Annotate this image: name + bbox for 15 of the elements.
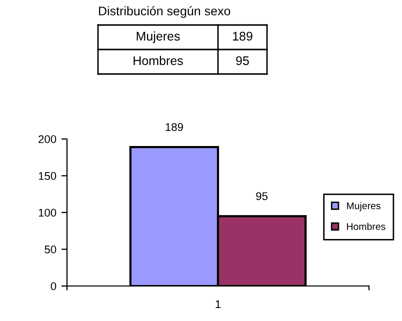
- y-tick-label: 200: [38, 135, 56, 144]
- data-label: 189: [166, 123, 183, 131]
- text: 189: [233, 32, 252, 41]
- y-tick-label: 150: [38, 172, 56, 180]
- y-tick-label: 0: [50, 282, 56, 290]
- text: 95: [236, 56, 249, 66]
- legend-label: Hombres: [347, 222, 386, 230]
- legend-label: Mujeres: [347, 202, 380, 212]
- text: Mujeres: [136, 31, 180, 44]
- data-label: 95: [256, 192, 268, 200]
- y-tick-label: 50: [44, 246, 56, 254]
- x-tick-label: 1: [216, 300, 221, 308]
- y-tick-label: 100: [38, 208, 56, 217]
- chart-title: Distribución según sexo: [99, 6, 230, 18]
- text: Hombres: [134, 56, 183, 66]
